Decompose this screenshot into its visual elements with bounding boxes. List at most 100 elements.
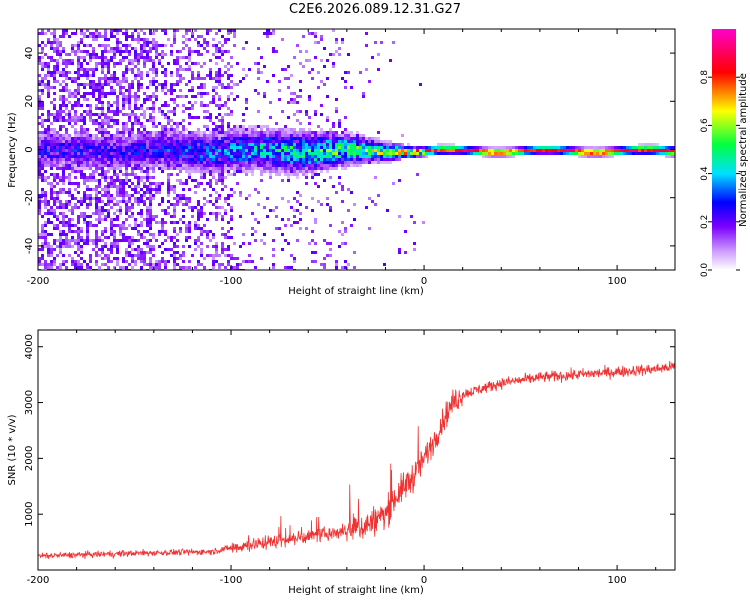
spectrogram-cell xyxy=(131,212,134,215)
spectrogram-cell xyxy=(185,95,188,98)
spectrogram-cell xyxy=(224,143,227,146)
spectrogram-cell xyxy=(227,50,230,53)
spectrogram-cell xyxy=(149,146,152,149)
spectrogram-cell xyxy=(368,155,371,158)
spectrogram-cell xyxy=(113,167,116,170)
spectrogram-cell xyxy=(128,131,131,134)
spectrogram-cell xyxy=(458,146,461,149)
spectrogram-cell xyxy=(125,146,128,149)
spectrogram-cell xyxy=(149,206,152,209)
spectrogram-cell xyxy=(239,167,242,170)
spectrogram-cell xyxy=(110,224,113,227)
spectrogram-cell xyxy=(68,164,71,167)
spectrogram-cell xyxy=(191,95,194,98)
spectrogram-cell xyxy=(254,188,257,191)
spectrogram-cell xyxy=(113,74,116,77)
spectrogram-cell xyxy=(146,212,149,215)
spectrogram-cell xyxy=(224,161,227,164)
spectrogram-cell xyxy=(452,146,455,149)
spectrogram-cell xyxy=(293,155,296,158)
spectrogram-cell xyxy=(215,137,218,140)
spectrogram-cell xyxy=(131,182,134,185)
spectrogram-cell xyxy=(374,146,377,149)
spectrogram-cell xyxy=(83,155,86,158)
spectrogram-cell xyxy=(206,158,209,161)
spectrogram-cell xyxy=(455,152,458,155)
spectrogram-cell xyxy=(89,164,92,167)
spectrogram-cell xyxy=(140,167,143,170)
spectrogram-cell xyxy=(311,197,314,200)
spectrogram-cell xyxy=(53,71,56,74)
spectrogram-cell xyxy=(155,191,158,194)
spectrogram-cell xyxy=(362,137,365,140)
spectrogram-cell xyxy=(44,245,47,248)
colorbar-tick-label: 0.2 xyxy=(700,215,710,229)
spectrogram-cell xyxy=(86,137,89,140)
spectrogram-cell xyxy=(188,122,191,125)
spectrogram-cell xyxy=(80,236,83,239)
spectrogram-cell xyxy=(137,128,140,131)
spectrogram-cell xyxy=(335,155,338,158)
spectrogram-cell xyxy=(71,80,74,83)
spectrogram-cell xyxy=(266,170,269,173)
spectrogram-cell xyxy=(83,260,86,263)
spectrogram-cell xyxy=(281,179,284,182)
spectrogram-cell xyxy=(593,149,596,152)
spectrogram-cell xyxy=(266,32,269,35)
spectrogram-cell xyxy=(95,38,98,41)
spectrogram-cell xyxy=(368,80,371,83)
spectrogram-cell xyxy=(458,149,461,152)
spectrogram-cell xyxy=(281,164,284,167)
spectrogram-cell xyxy=(167,212,170,215)
spectrogram-cell xyxy=(77,140,80,143)
spectrogram-cell xyxy=(200,173,203,176)
spectrogram-cell xyxy=(194,62,197,65)
spectrogram-cell xyxy=(515,146,518,149)
spectrogram-cell xyxy=(182,251,185,254)
spectrogram-cell xyxy=(296,221,299,224)
spectrogram-cell xyxy=(452,143,455,146)
spectrogram-cell xyxy=(143,242,146,245)
spectrogram-cell xyxy=(80,104,83,107)
spectrogram-cell xyxy=(140,212,143,215)
spectrogram-cell xyxy=(509,155,512,158)
spectrogram-cell xyxy=(239,152,242,155)
spectrogram-cell xyxy=(644,146,647,149)
spectrogram-cell xyxy=(104,158,107,161)
spectrogram-cell xyxy=(38,263,41,266)
spectrogram-cell xyxy=(68,158,71,161)
spectrogram-cell xyxy=(62,137,65,140)
spectrogram-cell xyxy=(353,218,356,221)
spectrogram-cell xyxy=(137,185,140,188)
spectrogram-cell xyxy=(143,125,146,128)
spectrogram-cell xyxy=(227,158,230,161)
spectrogram-cell xyxy=(152,83,155,86)
spectrogram-cell xyxy=(161,200,164,203)
spectrogram-cell xyxy=(227,173,230,176)
spectrogram-cell xyxy=(98,146,101,149)
spectrogram-cell xyxy=(290,146,293,149)
spectrogram-cell xyxy=(437,152,440,155)
spectrogram-cell xyxy=(548,146,551,149)
spectrogram-cell xyxy=(242,242,245,245)
spectrogram-cell xyxy=(269,101,272,104)
spectrogram-cell xyxy=(221,227,224,230)
spectrogram-cell xyxy=(353,152,356,155)
spectrogram-cell xyxy=(236,161,239,164)
spectrogram-cell xyxy=(188,80,191,83)
spectrogram-cell xyxy=(266,131,269,134)
spectrogram-cell xyxy=(107,71,110,74)
spectrogram-cell xyxy=(275,227,278,230)
spectrogram-cell xyxy=(41,104,44,107)
spectrogram-cell xyxy=(107,146,110,149)
spectrogram-cell xyxy=(140,233,143,236)
spectrogram-cell xyxy=(224,71,227,74)
spectrogram-cell xyxy=(101,71,104,74)
spectrogram-cell xyxy=(257,68,260,71)
spectrogram-cell xyxy=(122,236,125,239)
spectrogram-cell xyxy=(128,152,131,155)
spectrogram-cell xyxy=(161,224,164,227)
spectrogram-cell xyxy=(59,44,62,47)
spectrogram-cell xyxy=(623,146,626,149)
spectrogram-cell xyxy=(134,119,137,122)
